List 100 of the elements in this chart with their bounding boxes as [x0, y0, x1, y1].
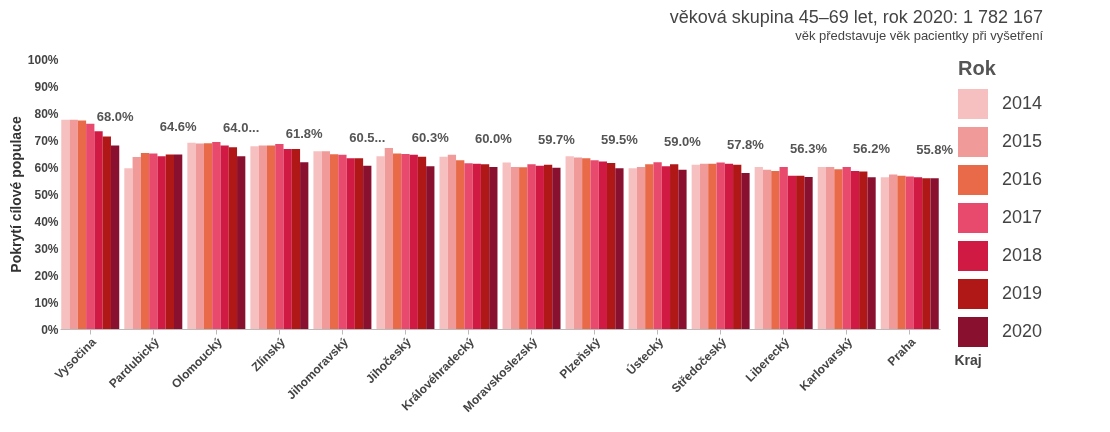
bar: [724, 163, 734, 329]
legend-label: 2018: [1002, 245, 1043, 265]
bar: [228, 147, 238, 329]
bar: [565, 156, 574, 329]
bar: [250, 146, 259, 329]
y-tick-label: 10%: [34, 295, 59, 310]
y-tick-label: 50%: [34, 187, 59, 202]
bar: [716, 162, 725, 329]
bar: [329, 154, 339, 329]
bar: [77, 120, 87, 329]
bar: [543, 164, 553, 329]
bar: [867, 177, 876, 329]
bar: [653, 162, 662, 329]
data-label: 61.8%: [285, 126, 324, 142]
y-axis-title: Pokrytí cílové populace: [7, 116, 24, 273]
bar: [552, 167, 561, 329]
y-tick-label: 70%: [34, 133, 59, 148]
bar: [489, 167, 498, 329]
bar: [502, 162, 511, 329]
bar: [527, 164, 536, 329]
bar: [346, 158, 355, 329]
bar: [237, 156, 246, 329]
bar: [464, 163, 473, 329]
bar: [573, 157, 583, 329]
bar: [313, 151, 322, 329]
bar: [124, 168, 133, 329]
bar: [61, 119, 70, 329]
data-label: 68.0%: [96, 109, 134, 125]
bar: [258, 145, 267, 329]
bar: [930, 178, 939, 329]
bar: [94, 131, 103, 329]
data-label: 64.0...: [223, 120, 260, 136]
bar: [220, 145, 229, 329]
bar: [598, 161, 607, 329]
bar: [283, 148, 292, 329]
legend-label: 2019: [1002, 283, 1043, 303]
bar: [582, 158, 591, 329]
bar: [69, 119, 78, 329]
bar: [636, 167, 646, 329]
bar: [401, 154, 410, 329]
bar: [842, 167, 851, 329]
bar: [384, 148, 394, 329]
bar: [426, 166, 435, 329]
bar: [187, 142, 196, 329]
y-tick-label: 20%: [34, 268, 59, 283]
bar: [195, 143, 204, 329]
bar: [645, 164, 654, 329]
bar: [762, 169, 772, 329]
bar: [817, 167, 826, 329]
bar: [771, 171, 780, 329]
data-label: 64.6%: [159, 118, 198, 134]
data-label: 59.5%: [600, 132, 639, 148]
bar: [661, 166, 671, 329]
bar: [472, 163, 481, 329]
bar: [165, 154, 175, 329]
bar: [354, 158, 364, 329]
bar: [535, 165, 544, 329]
bar: [174, 154, 183, 329]
bar: [913, 177, 923, 329]
bar: [110, 145, 120, 329]
bar: [741, 172, 750, 329]
data-label: 56.3%: [790, 140, 828, 156]
data-label: 59.0%: [664, 133, 702, 149]
bar: [880, 177, 890, 329]
data-label: 60.5...: [349, 129, 386, 145]
data-label: 57.8%: [727, 136, 765, 152]
bar: [859, 171, 868, 329]
bar: [376, 156, 385, 329]
bar: [691, 164, 700, 329]
bar: [338, 154, 347, 329]
bar: [825, 167, 835, 329]
bar: [922, 178, 931, 329]
bar: [590, 160, 599, 329]
bar: [779, 167, 788, 329]
bar: [480, 164, 490, 329]
data-label: 56.2%: [853, 141, 891, 157]
data-label: 60.3%: [411, 130, 450, 146]
bar: [670, 164, 679, 329]
bar: [510, 167, 520, 329]
bar: [834, 169, 843, 329]
bar: [363, 165, 372, 329]
bar: [291, 148, 301, 329]
legend-label: 2015: [1002, 131, 1043, 151]
bar: [905, 176, 914, 329]
bar: [804, 176, 813, 329]
bar: [203, 143, 213, 329]
bar: [456, 160, 465, 329]
bar: [275, 144, 284, 329]
bar: [266, 145, 276, 329]
y-tick-label: 30%: [34, 241, 59, 256]
bar: [733, 164, 742, 329]
bar: [447, 154, 457, 329]
bar: [754, 167, 763, 329]
bar: [889, 174, 898, 329]
bar: [796, 175, 805, 329]
y-tick-label: 100%: [27, 52, 59, 67]
legend-title: Rok: [958, 57, 997, 79]
bar: [615, 168, 624, 329]
data-label: 55.8%: [916, 142, 954, 158]
x-axis-title: Kraj: [954, 351, 982, 368]
